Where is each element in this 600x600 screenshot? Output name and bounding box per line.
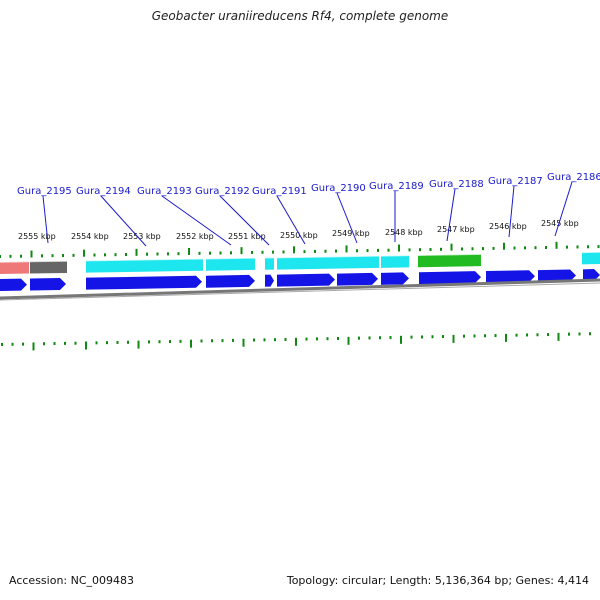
- cds-block: [206, 257, 255, 271]
- summary-text: Topology: circular; Length: 5,136,364 bp…: [286, 574, 589, 587]
- gene-arrow: [486, 270, 535, 284]
- gene-label-leaders: [42, 181, 573, 247]
- kbp-label: 2554 kbp: [71, 232, 109, 241]
- cds-highlight: [85, 258, 204, 262]
- gene-arrow: [419, 271, 481, 285]
- kbp-scale-labels: 2555 kbp 2554 kbp 2553 kbp 2552 kbp 2551…: [18, 219, 579, 241]
- cds-block: [277, 255, 379, 270]
- gene-arrow: [206, 274, 255, 288]
- cds-block: [418, 254, 481, 268]
- cds-block: [86, 258, 203, 273]
- kbp-label: 2550 kbp: [280, 231, 318, 240]
- gene-label-gura-2187: Gura_2187: [488, 176, 543, 187]
- gene-label-gura-2190: Gura_2190: [311, 183, 366, 194]
- gene-label-gura-2193: Gura_2193: [137, 186, 192, 197]
- accession-text: Accession: NC_009483: [9, 574, 135, 587]
- outer-tick-track: [0, 241, 600, 258]
- gene-label-gura-2188: Gura_2188: [429, 179, 484, 190]
- kbp-label: 2549 kbp: [332, 229, 370, 238]
- kbp-label: 2552 kbp: [176, 232, 214, 241]
- gene-label-gura-2189: Gura_2189: [369, 181, 424, 192]
- cds-highlight: [29, 260, 68, 263]
- gene-arrow: [30, 277, 66, 291]
- cds-block: [30, 260, 67, 274]
- cds-block: [0, 261, 29, 274]
- kbp-label: 2551 kbp: [228, 232, 266, 241]
- gene-arrow: [538, 269, 576, 283]
- gene-arrow: [583, 269, 600, 282]
- gene-arrow: [381, 272, 409, 285]
- gene-arrow: [277, 273, 335, 287]
- cds-block: [381, 255, 409, 268]
- kbp-label: 2548 kbp: [385, 228, 423, 237]
- cds-block: [582, 252, 600, 265]
- gene-arrow: [265, 274, 274, 287]
- gene-arrow-track: [0, 269, 600, 291]
- gene-label-gura-2192: Gura_2192: [195, 186, 250, 197]
- genome-backbone: [0, 278, 600, 301]
- kbp-label: 2547 kbp: [437, 225, 475, 234]
- cds-highlight: [276, 255, 380, 259]
- cds-block: [265, 257, 274, 270]
- gene-label-gura-2195: Gura_2195: [17, 186, 72, 197]
- gene-labels: Gura_2195 Gura_2194 Gura_2193 Gura_2192 …: [17, 172, 600, 197]
- gene-label-gura-2191: Gura_2191: [252, 186, 307, 197]
- gene-arrow: [337, 272, 378, 286]
- kbp-label: 2545 kbp: [541, 219, 579, 228]
- gene-arrow: [0, 278, 27, 291]
- cds-highlight: [205, 257, 256, 260]
- kbp-label: 2553 kbp: [123, 232, 161, 241]
- gene-label-gura-2186: Gura_2186: [547, 172, 600, 183]
- cds-feature-track: [0, 251, 600, 274]
- cds-highlight: [417, 253, 482, 256]
- kbp-label: 2546 kbp: [489, 222, 527, 231]
- kbp-label: 2555 kbp: [18, 232, 56, 241]
- gene-arrow: [86, 275, 202, 290]
- gene-label-gura-2194: Gura_2194: [76, 186, 131, 197]
- map-title: Geobacter uraniireducens Rf4, complete g…: [151, 9, 449, 23]
- inner-tick-track: [1, 332, 591, 351]
